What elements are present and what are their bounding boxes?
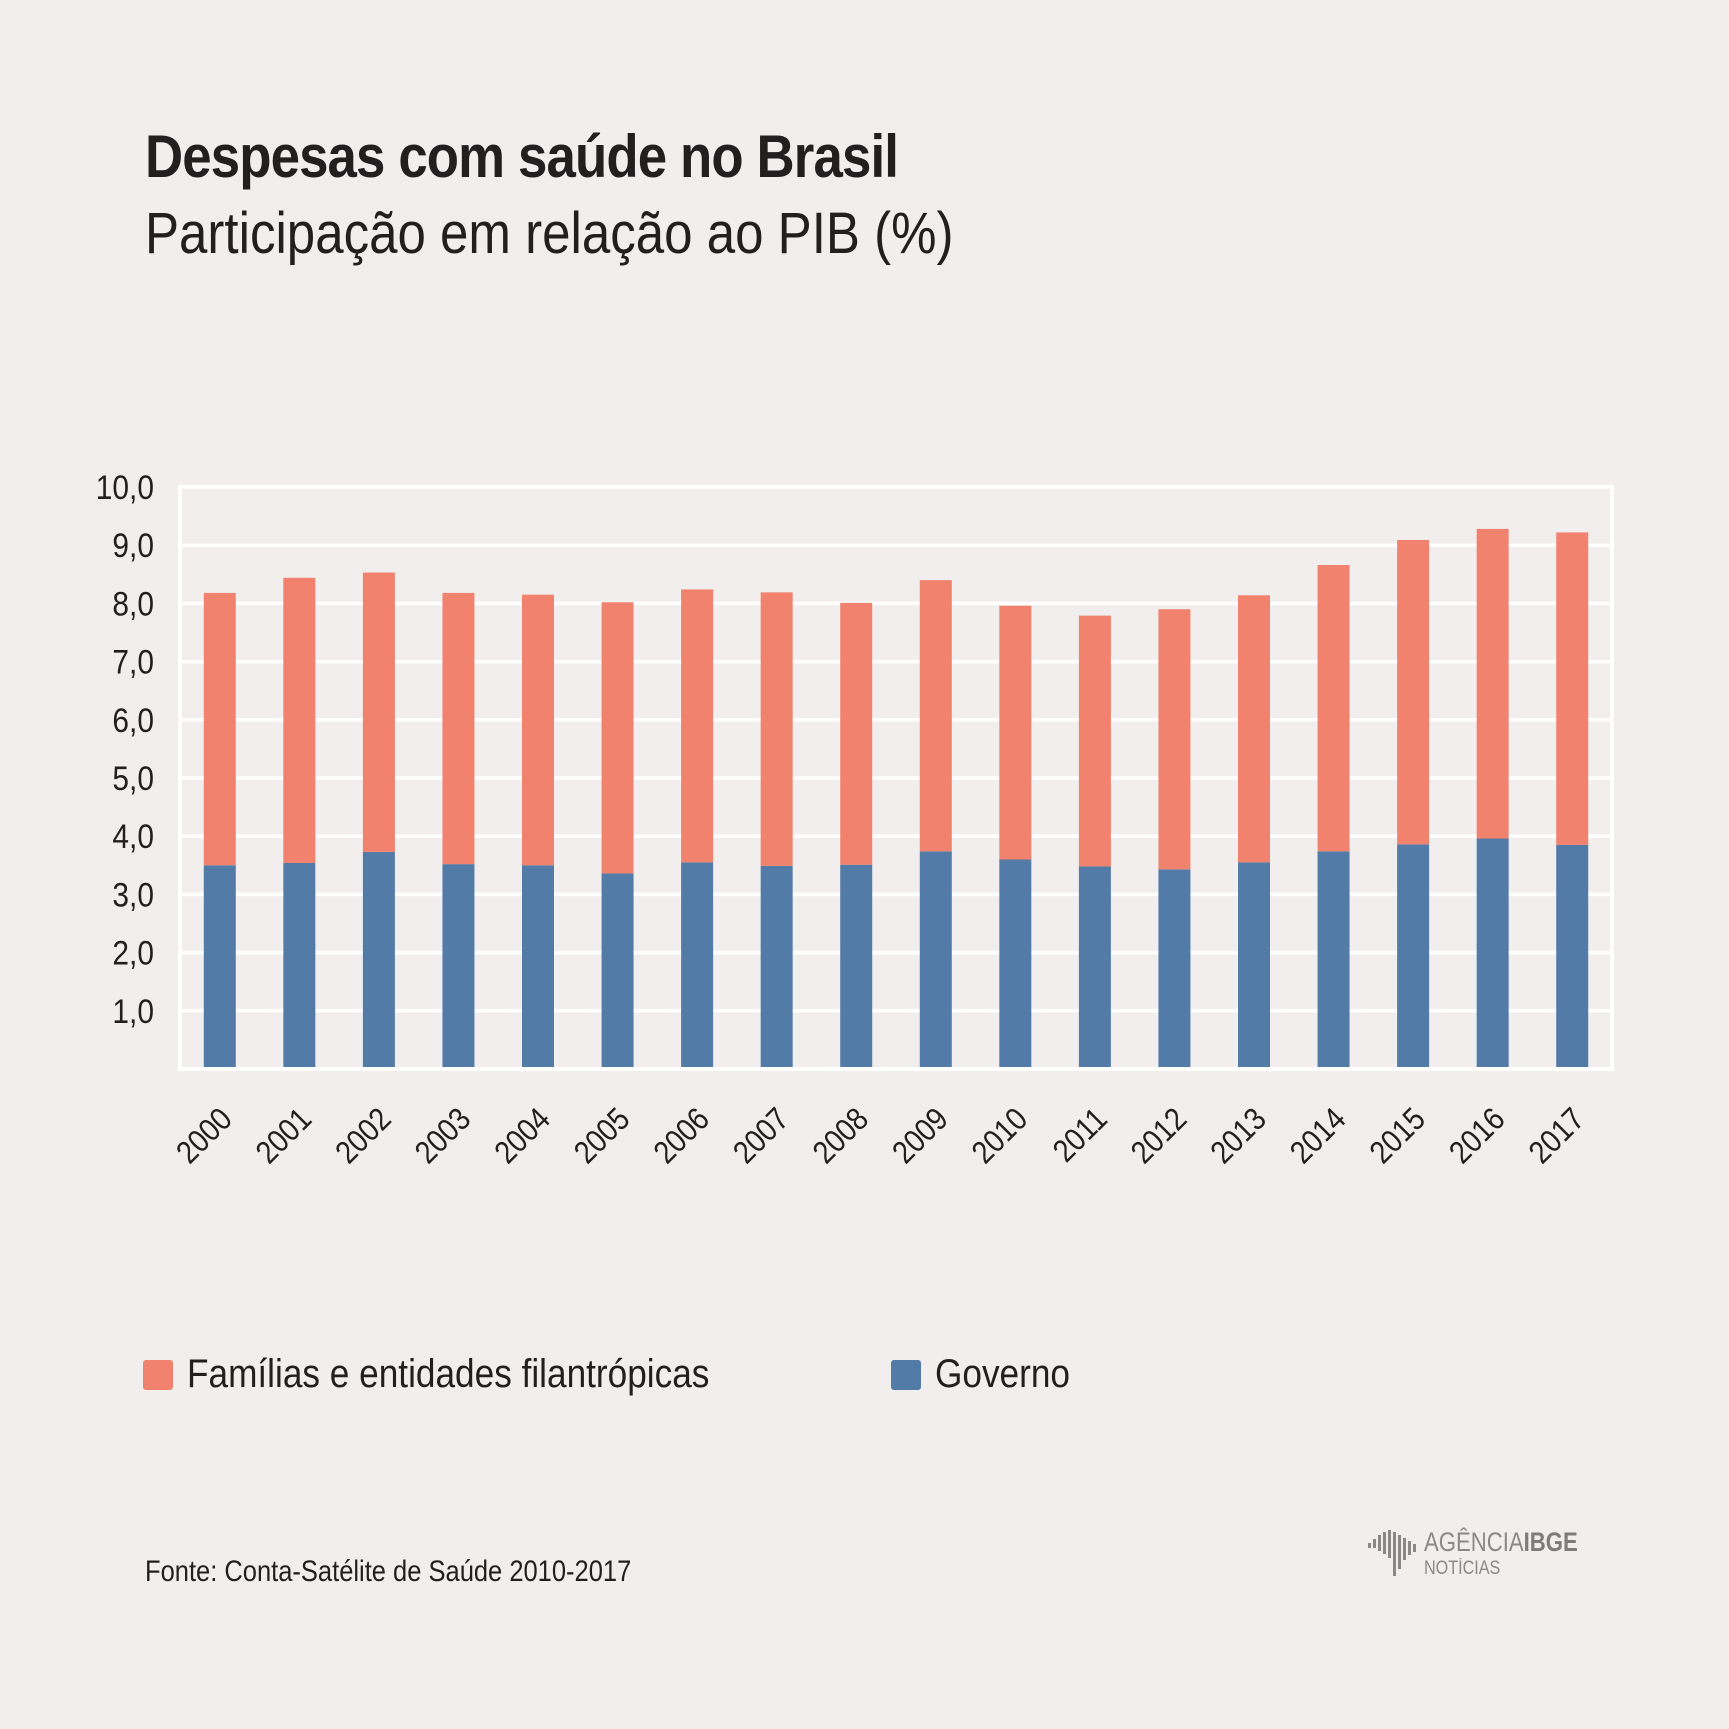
bar-familias-2004 [522, 594, 554, 866]
y-tick-label: 8,0 [112, 585, 154, 623]
legend-swatch-familias [143, 1359, 173, 1390]
bar-familias-2014 [1317, 564, 1350, 852]
bar-familias-2015 [1397, 539, 1430, 845]
x-tick-label: 2015 [1363, 1101, 1432, 1170]
bar-familias-2009 [919, 580, 952, 852]
logo-text-agencia: AGÊNCIA [1424, 1527, 1524, 1557]
bar-familias-2000 [203, 592, 236, 866]
bar-governo-2007 [760, 865, 793, 1069]
bar-governo-2014 [1317, 851, 1350, 1069]
bar-governo-2016 [1476, 838, 1509, 1069]
bar-governo-2013 [1238, 862, 1270, 1069]
legend: Famílias e entidades filantrópicas Gover… [143, 1352, 1088, 1397]
y-tick-label: 6,0 [112, 701, 154, 739]
y-tick-label: 2,0 [112, 934, 154, 972]
x-tick-label: 2005 [568, 1101, 637, 1170]
ibge-bars-icon [1368, 1530, 1416, 1576]
x-tick-label: 2000 [170, 1101, 239, 1170]
y-tick-label: 4,0 [112, 817, 154, 855]
x-tick-label: 2004 [488, 1101, 557, 1170]
bar-familias-2012 [1158, 609, 1191, 870]
x-axis-ticks: 2000 2001 2002 2003 2004 2005 2006 2007 2008 2009… [170, 1101, 1592, 1170]
plot-border [178, 485, 1614, 1071]
bar-governo-2004 [522, 865, 554, 1069]
bar-familias-2006 [681, 589, 714, 863]
y-tick-label: 10,0 [96, 468, 154, 506]
x-tick-label: 2008 [806, 1101, 875, 1170]
logo-text-noticias: NOTÍCIAS [1424, 1558, 1501, 1579]
x-tick-label: 2017 [1522, 1101, 1591, 1170]
x-tick-label: 2014 [1284, 1101, 1353, 1170]
x-tick-label: 2001 [250, 1101, 319, 1170]
x-tick-label: 2009 [886, 1101, 955, 1170]
x-tick-label: 2013 [1204, 1101, 1273, 1170]
stacked-bar-chart: 1,0 2,0 3,0 4,0 5,0 6,0 7,0 8,0 9,0 10,0 2000 2001… [96, 468, 1614, 1171]
x-tick-label: 2010 [966, 1101, 1035, 1170]
bar-familias-2007 [760, 592, 793, 866]
bar-familias-2017 [1556, 532, 1589, 845]
x-tick-label: 2006 [647, 1101, 716, 1170]
bars [203, 528, 1589, 1069]
y-tick-label: 1,0 [112, 992, 154, 1030]
bar-governo-2002 [362, 851, 395, 1069]
bar-familias-2011 [1078, 615, 1111, 867]
agencia-ibge-logo: AGÊNCIAIBGE NOTÍCIAS [1368, 1529, 1612, 1578]
bar-governo-2000 [203, 865, 236, 1069]
x-tick-label: 2011 [1047, 1101, 1115, 1169]
x-tick-label: 2007 [727, 1101, 796, 1170]
x-tick-label: 2002 [329, 1101, 398, 1170]
bar-familias-2002 [362, 572, 395, 852]
legend-swatch-governo [891, 1359, 921, 1390]
grid-lines [180, 485, 1612, 1013]
chart-title: Despesas com saúde no Brasil [145, 123, 899, 190]
bar-familias-2008 [840, 602, 873, 865]
plot-frame [178, 485, 1614, 1071]
bar-familias-2003 [442, 592, 475, 865]
bar-familias-2001 [283, 577, 316, 863]
chart-subtitle: Participação em relação ao PIB (%) [145, 201, 954, 266]
y-tick-label: 9,0 [112, 526, 154, 564]
source-note: Fonte: Conta-Satélite de Saúde 2010-2017 [145, 1555, 632, 1588]
logo-text-ibge: IBGE [1523, 1527, 1578, 1557]
legend-label-familias: Famílias e entidades filantrópicas [187, 1352, 710, 1396]
bar-governo-2012 [1158, 869, 1191, 1069]
legend-item-governo: Governo [891, 1352, 1088, 1397]
bar-governo-2015 [1397, 844, 1430, 1069]
bar-governo-2011 [1078, 866, 1111, 1069]
bar-familias-2016 [1476, 528, 1509, 839]
x-tick-label: 2003 [409, 1101, 478, 1170]
bar-governo-2001 [283, 862, 316, 1069]
x-tick-label: 2012 [1125, 1101, 1194, 1170]
bar-governo-2006 [681, 862, 714, 1069]
bar-governo-2003 [442, 864, 475, 1069]
bar-governo-2005 [601, 873, 634, 1069]
bar-familias-2005 [601, 602, 634, 874]
bar-familias-2013 [1238, 595, 1270, 863]
legend-item-familias: Famílias e entidades filantrópicas [143, 1352, 891, 1397]
bar-familias-2010 [999, 605, 1032, 860]
legend-label-governo: Governo [935, 1352, 1071, 1396]
y-tick-label: 7,0 [112, 643, 154, 681]
x-tick-label: 2016 [1443, 1101, 1512, 1170]
bar-governo-2017 [1556, 844, 1589, 1069]
bar-governo-2010 [999, 859, 1032, 1069]
y-tick-label: 3,0 [112, 876, 154, 914]
y-axis-ticks: 1,0 2,0 3,0 4,0 5,0 6,0 7,0 8,0 9,0 10,0 [96, 468, 154, 1030]
bar-governo-2008 [840, 864, 873, 1069]
y-tick-label: 5,0 [112, 759, 154, 797]
bar-governo-2009 [919, 851, 952, 1069]
